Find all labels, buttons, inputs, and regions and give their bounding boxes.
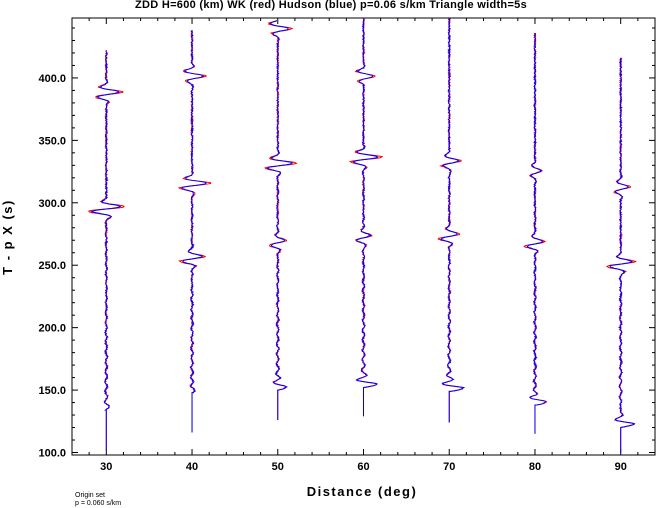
y-tick-label: 400.0 bbox=[38, 73, 66, 85]
footnote-ray-parameter: p = 0.060 s/km bbox=[75, 500, 121, 507]
wk-red-seismogram-40 bbox=[177, 30, 212, 433]
seismogram-traces bbox=[88, 17, 637, 453]
y-tick-label: 350.0 bbox=[38, 135, 66, 147]
hudson-blue-seismogram-40 bbox=[181, 30, 208, 433]
x-tick-label: 70 bbox=[443, 461, 455, 473]
trace-60-deg bbox=[348, 17, 384, 417]
y-axis-ticks: 100.0 150.0 200.0 250.0 300.0 350.0 400.0 bbox=[38, 27, 655, 460]
footnote-origin: Origin set bbox=[75, 492, 105, 499]
x-axis-ticks: 30 40 50 60 70 80 90 bbox=[88, 18, 639, 473]
hudson-blue-seismogram-30 bbox=[90, 50, 122, 451]
x-axis-title: Distance (deg) bbox=[307, 484, 418, 499]
hudson-blue-seismogram-90 bbox=[609, 57, 636, 453]
trace-40-deg bbox=[177, 30, 212, 433]
hudson-blue-seismogram-80 bbox=[526, 32, 547, 434]
x-tick-label: 60 bbox=[357, 461, 369, 473]
y-tick-label: 100.0 bbox=[38, 448, 66, 460]
x-tick-label: 90 bbox=[615, 461, 627, 473]
y-tick-label: 150.0 bbox=[38, 385, 66, 397]
x-tick-label: 80 bbox=[529, 461, 541, 473]
hudson-blue-seismogram-50 bbox=[266, 20, 294, 421]
y-tick-label: 300.0 bbox=[38, 198, 66, 210]
wk-red-seismogram-70 bbox=[437, 17, 466, 423]
y-tick-label: 250.0 bbox=[38, 260, 66, 272]
y-axis-title: T - p X (s) bbox=[0, 199, 15, 275]
trace-50-deg bbox=[264, 20, 298, 421]
wk-red-seismogram-50 bbox=[264, 20, 298, 421]
trace-80-deg bbox=[523, 32, 548, 434]
trace-90-deg bbox=[605, 57, 637, 453]
wk-red-seismogram-60 bbox=[348, 17, 384, 417]
y-tick-label: 200.0 bbox=[38, 323, 66, 335]
trace-30-deg bbox=[88, 50, 125, 451]
wk-red-seismogram-80 bbox=[523, 32, 548, 434]
chart-title: ZDD H=600 (km) WK (red) Hudson (blue) p=… bbox=[135, 0, 527, 11]
x-tick-label: 50 bbox=[272, 461, 284, 473]
hudson-blue-seismogram-70 bbox=[440, 17, 465, 423]
hudson-blue-seismogram-60 bbox=[352, 17, 379, 417]
x-tick-label: 30 bbox=[100, 461, 112, 473]
x-tick-label: 40 bbox=[186, 461, 198, 473]
trace-70-deg bbox=[437, 17, 466, 423]
